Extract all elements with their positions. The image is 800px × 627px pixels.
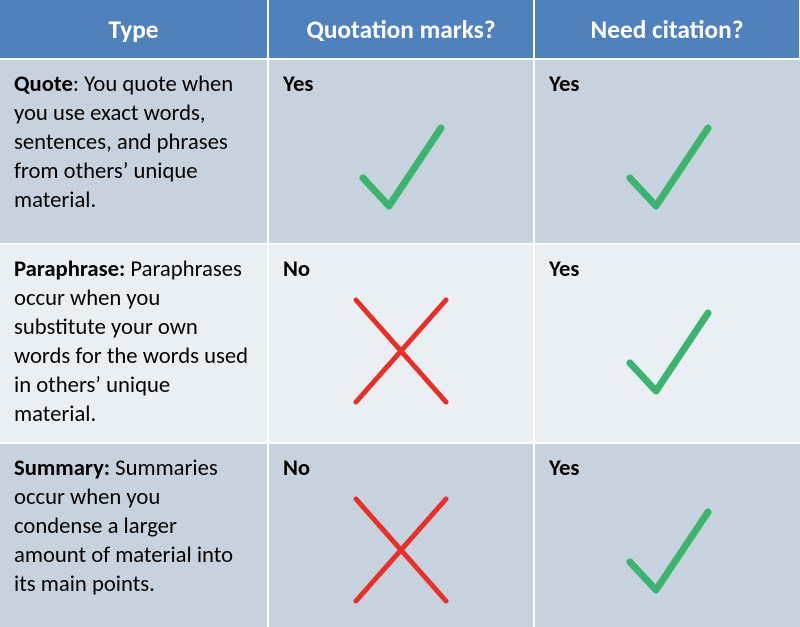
- answer-icon-box: [283, 102, 519, 230]
- check-icon: [608, 106, 728, 226]
- row-term: Summary:: [14, 454, 110, 482]
- check-icon: [341, 106, 461, 226]
- table-row: Paraphrase: Paraphrases occur when you s…: [0, 244, 800, 443]
- row-sep: :: [73, 70, 84, 98]
- table-row: Summary: Summaries occur when you conden…: [0, 443, 800, 627]
- answer-label: Yes: [549, 454, 786, 482]
- col-header-quotes: Quotation marks?: [268, 0, 534, 59]
- need-citation-cell: Yes: [534, 443, 800, 627]
- row-term: Paraphrase:: [14, 255, 125, 283]
- answer-icon-box: [283, 287, 519, 415]
- answer-icon-box: [549, 287, 786, 415]
- col-header-citation: Need citation?: [534, 0, 800, 59]
- check-icon: [608, 291, 728, 411]
- need-citation-cell: Yes: [534, 244, 800, 443]
- answer-icon-box: [549, 102, 786, 230]
- quotation-marks-cell: No: [268, 443, 534, 627]
- need-citation-cell: Yes: [534, 59, 800, 244]
- quotation-marks-cell: Yes: [268, 59, 534, 244]
- answer-icon-box: [283, 486, 519, 614]
- answer-label: No: [283, 454, 519, 482]
- table-row: Quote: You quote when you use exact word…: [0, 59, 800, 244]
- answer-label: No: [283, 255, 519, 283]
- type-cell: Quote: You quote when you use exact word…: [0, 59, 268, 244]
- answer-label: Yes: [283, 70, 519, 98]
- col-header-type: Type: [0, 0, 268, 59]
- table-header-row: Type Quotation marks? Need citation?: [0, 0, 800, 59]
- cross-icon: [348, 292, 454, 410]
- type-cell: Paraphrase: Paraphrases occur when you s…: [0, 244, 268, 443]
- quotation-marks-cell: No: [268, 244, 534, 443]
- type-cell: Summary: Summaries occur when you conden…: [0, 443, 268, 627]
- answer-icon-box: [549, 486, 786, 614]
- citation-table: Type Quotation marks? Need citation? Quo…: [0, 0, 800, 627]
- cross-icon: [348, 491, 454, 609]
- row-term: Quote: [14, 70, 73, 98]
- answer-label: Yes: [549, 70, 786, 98]
- check-icon: [608, 490, 728, 610]
- answer-label: Yes: [549, 255, 786, 283]
